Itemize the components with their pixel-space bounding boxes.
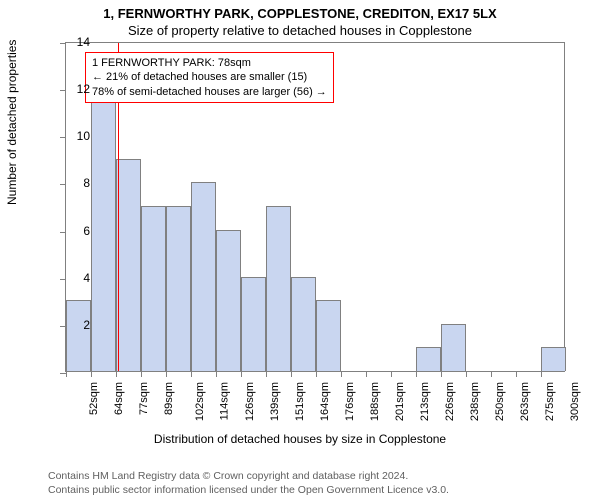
histogram-bar [91, 88, 116, 371]
histogram-bar [191, 182, 216, 371]
annotation-line3: 78% of semi-detached houses are larger (… [92, 85, 327, 99]
annotation-line2: ← 21% of detached houses are smaller (15… [92, 70, 327, 84]
footer-line2: Contains public sector information licen… [48, 484, 449, 496]
chart-subtitle: Size of property relative to detached ho… [0, 23, 600, 38]
footer-line1: Contains HM Land Registry data © Crown c… [48, 470, 408, 482]
x-tick [516, 371, 517, 377]
histogram-bar [216, 230, 241, 371]
histogram-bar [291, 277, 316, 371]
y-tick-label: 6 [60, 224, 90, 238]
y-tick-label: 10 [60, 129, 90, 143]
y-tick [60, 373, 66, 374]
x-tick-label: 77sqm [138, 382, 150, 415]
x-tick [291, 371, 292, 377]
y-tick-label: 8 [60, 176, 90, 190]
x-tick [116, 371, 117, 377]
histogram-bar [116, 159, 141, 371]
x-tick-label: 89sqm [163, 382, 175, 415]
x-tick [216, 371, 217, 377]
histogram-chart: 1, FERNWORTHY PARK, COPPLESTONE, CREDITO… [0, 0, 600, 500]
x-tick-label: 188sqm [369, 382, 381, 421]
x-tick-label: 176sqm [344, 382, 356, 421]
x-tick-label: 226sqm [444, 382, 456, 421]
histogram-bar [441, 324, 466, 371]
x-tick-label: 238sqm [469, 382, 481, 421]
x-tick [441, 371, 442, 377]
histogram-bar [166, 206, 191, 371]
y-tick-label: 2 [60, 318, 90, 332]
x-tick-label: 263sqm [519, 382, 531, 421]
x-tick [266, 371, 267, 377]
y-tick-label: 4 [60, 271, 90, 285]
x-tick [391, 371, 392, 377]
y-axis-label: Number of detached properties [5, 40, 19, 205]
y-tick-label: 12 [60, 82, 90, 96]
x-tick [241, 371, 242, 377]
x-tick-label: 151sqm [294, 382, 306, 421]
x-tick-label: 300sqm [569, 382, 581, 421]
x-tick-label: 126sqm [244, 382, 256, 421]
histogram-bar [316, 300, 341, 371]
x-tick [316, 371, 317, 377]
annotation-box: 1 FERNWORTHY PARK: 78sqm ← 21% of detach… [85, 52, 334, 103]
x-tick-label: 52sqm [88, 382, 100, 415]
x-tick-label: 250sqm [494, 382, 506, 421]
y-tick-label: 14 [60, 35, 90, 49]
annotation-line1: 1 FERNWORTHY PARK: 78sqm [92, 56, 327, 70]
x-tick [366, 371, 367, 377]
histogram-bar [141, 206, 166, 371]
x-tick-label: 102sqm [194, 382, 206, 421]
histogram-bar [541, 347, 566, 371]
x-tick [341, 371, 342, 377]
histogram-bar [66, 300, 91, 371]
histogram-bar [416, 347, 441, 371]
x-tick [466, 371, 467, 377]
x-tick-label: 213sqm [419, 382, 431, 421]
x-tick [541, 371, 542, 377]
x-tick-label: 275sqm [544, 382, 556, 421]
x-tick [166, 371, 167, 377]
x-tick [491, 371, 492, 377]
x-tick-label: 164sqm [319, 382, 331, 421]
x-tick [191, 371, 192, 377]
x-tick-label: 139sqm [269, 382, 281, 421]
x-tick-label: 201sqm [394, 382, 406, 421]
histogram-bar [241, 277, 266, 371]
x-tick [91, 371, 92, 377]
x-tick-label: 114sqm [218, 382, 230, 420]
histogram-bar [266, 206, 291, 371]
x-tick [141, 371, 142, 377]
x-tick-label: 64sqm [113, 382, 125, 415]
x-axis-label: Distribution of detached houses by size … [0, 432, 600, 446]
x-tick [416, 371, 417, 377]
chart-title-address: 1, FERNWORTHY PARK, COPPLESTONE, CREDITO… [0, 6, 600, 21]
x-tick [66, 371, 67, 377]
